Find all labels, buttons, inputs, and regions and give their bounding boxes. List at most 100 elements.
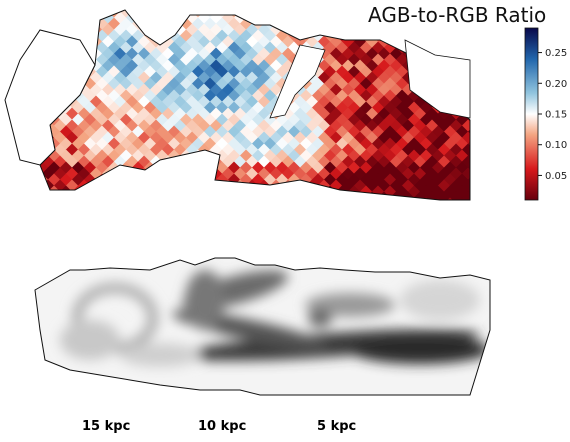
heatmap-cell <box>233 191 247 200</box>
heatmap-cell <box>341 23 355 37</box>
heatmap-cell <box>258 204 271 217</box>
heatmap-cell <box>173 155 187 169</box>
heatmap-cell <box>227 197 241 200</box>
heatmap-cell <box>125 167 139 181</box>
heatmap-cell <box>131 185 145 199</box>
heatmap-cell <box>263 185 277 199</box>
heatmap-cell <box>323 10 337 19</box>
heatmap-cell <box>222 204 235 217</box>
heatmap-cell <box>221 10 235 13</box>
heatmap-cell <box>281 11 295 25</box>
heatmap-cell <box>191 197 205 200</box>
heatmap-cell <box>317 11 331 25</box>
heatmap-cell <box>293 191 307 200</box>
heatmap-cell <box>167 185 181 199</box>
heatmap-cell <box>426 204 439 217</box>
heatmap-cell <box>131 197 145 200</box>
heatmap-cell <box>353 191 367 200</box>
heatmap-cell <box>83 10 97 19</box>
heatmap-cell <box>425 35 439 49</box>
heatmap-cell <box>173 167 187 181</box>
heatmap-cell <box>287 10 301 19</box>
heatmap-cell <box>167 173 181 187</box>
heatmap-cell <box>24 0 37 7</box>
heatmap-cell <box>191 161 205 175</box>
heatmap-cell <box>419 29 433 43</box>
heatmap-cell <box>287 185 301 199</box>
colorbar-tick-label: 0.25 <box>545 48 567 59</box>
heatmap-cell <box>149 23 163 37</box>
colorbar-tick-label: 0.05 <box>545 171 567 182</box>
dust-lane <box>308 309 332 327</box>
chart-title: AGB-to-RGB Ratio <box>368 3 546 27</box>
heatmap-cell <box>437 191 451 200</box>
heatmap-cell <box>318 204 331 217</box>
heatmap-cell <box>347 17 361 31</box>
heatmap-cell <box>40 191 43 200</box>
heatmap-cell <box>162 204 175 217</box>
colorbar-tick-label: 0.20 <box>545 79 567 90</box>
heatmap-cell <box>431 29 445 43</box>
heatmap-cell <box>65 11 79 25</box>
heatmap-cell <box>228 0 241 7</box>
heatmap-cell <box>185 179 199 193</box>
heatmap-cell <box>203 185 217 199</box>
distance-label: 5 kpc <box>317 419 356 434</box>
heatmap-cell <box>161 11 175 25</box>
heatmap-cell <box>311 10 325 19</box>
heatmap-cell <box>371 197 385 200</box>
heatmap-cell <box>281 10 295 13</box>
heatmap-cell <box>305 11 319 25</box>
heatmap-cell <box>113 191 127 200</box>
heatmap-cell <box>149 167 163 181</box>
heatmap-cell <box>287 17 301 31</box>
heatmap-cell <box>101 10 115 13</box>
heatmap-cell <box>251 10 265 19</box>
heatmap-cell <box>179 197 193 200</box>
heatmap-cell <box>78 204 91 217</box>
heatmap-cell <box>119 197 133 200</box>
heatmap-cell <box>155 10 169 19</box>
heatmap-cell <box>125 191 139 200</box>
heatmap-cell <box>113 167 127 181</box>
heatmap-cell <box>215 197 229 200</box>
heatmap-cell <box>467 29 470 43</box>
heatmap-cell <box>120 0 133 7</box>
heatmap-cell <box>137 179 151 193</box>
heatmap-cell <box>24 174 37 187</box>
heatmap-cell <box>71 17 85 31</box>
heatmap-cell <box>312 0 325 7</box>
distance-label: 10 kpc <box>198 419 246 434</box>
heatmap-cell <box>89 191 103 200</box>
heatmap-cell <box>131 10 145 19</box>
heatmap-cell <box>191 173 205 187</box>
heatmap-cell <box>191 185 205 199</box>
heatmap-cell <box>65 23 79 37</box>
heatmap-cell <box>246 204 259 217</box>
heatmap-cell <box>299 197 313 200</box>
heatmap-cell <box>311 17 325 31</box>
heatmap-cell <box>66 204 79 217</box>
heatmap-cell <box>329 10 343 13</box>
heatmap-cell <box>449 35 463 49</box>
dust-lane <box>185 270 225 330</box>
heatmap-cell <box>221 191 235 200</box>
heatmap-cell <box>137 10 151 13</box>
heatmap-cell <box>96 0 109 7</box>
heatmap-cell <box>41 10 55 13</box>
heatmap-cell <box>324 0 337 7</box>
dust-lane <box>350 336 490 364</box>
heatmap-cell <box>227 185 241 199</box>
heatmap-cell <box>275 10 289 19</box>
heatmap-cell <box>216 0 229 7</box>
heatmap-cell <box>41 191 55 200</box>
heatmap-cell <box>383 197 397 200</box>
heatmap-cell <box>167 10 181 19</box>
heatmap-cell <box>173 10 187 13</box>
heatmap-cell <box>431 41 445 55</box>
heatmap-cell <box>342 204 355 217</box>
heatmap-cell <box>24 6 37 19</box>
heatmap-cell <box>197 167 211 181</box>
heatmap-cell <box>311 197 325 200</box>
heatmap-cell <box>186 204 199 217</box>
